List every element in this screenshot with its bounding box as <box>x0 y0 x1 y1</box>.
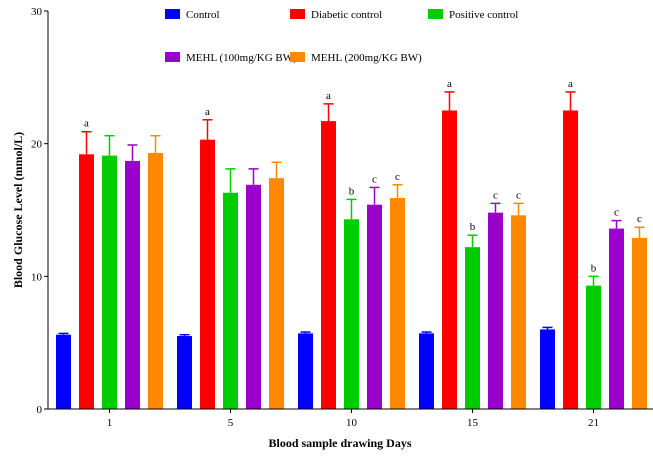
significance-label: c <box>516 189 521 201</box>
bar <box>488 212 503 409</box>
legend-label: Control <box>186 9 220 21</box>
y-tick-label: 0 <box>37 404 43 416</box>
bar <box>200 139 215 410</box>
bar <box>632 237 647 409</box>
bar <box>419 333 434 409</box>
legend-label: Diabetic control <box>311 9 382 21</box>
bar <box>465 247 480 409</box>
significance-label: a <box>447 78 452 90</box>
bar <box>586 285 601 409</box>
x-tick-label: 21 <box>588 417 599 429</box>
significance-label: b <box>591 262 597 274</box>
bar <box>442 110 457 409</box>
x-tick-label: 5 <box>228 417 234 429</box>
legend-swatch <box>165 52 180 62</box>
significance-label: a <box>84 118 89 130</box>
bar <box>367 204 382 409</box>
significance-label: a <box>205 106 210 118</box>
significance-label: c <box>372 173 377 185</box>
significance-label: a <box>568 78 573 90</box>
legend-label: MEHL (200mg/KG BW) <box>311 52 422 64</box>
y-tick-label: 20 <box>31 139 43 151</box>
bars: a a a b c c a b c c a b c c <box>56 78 647 410</box>
y-axis-title: Blood Glucose Level (mmol/L) <box>11 132 25 288</box>
significance-label: c <box>493 189 498 201</box>
bar <box>321 121 336 409</box>
significance-label: b <box>349 185 355 197</box>
x-tick-label: 15 <box>467 417 479 429</box>
bar <box>79 154 94 409</box>
bar <box>540 329 555 409</box>
bar <box>298 333 313 409</box>
legend-label: Positive control <box>449 9 518 21</box>
bar <box>344 219 359 409</box>
bar <box>511 215 526 409</box>
bar <box>148 152 163 409</box>
bar <box>56 334 71 409</box>
legend-swatch <box>290 52 305 62</box>
bar <box>125 160 140 409</box>
bar <box>246 184 261 409</box>
significance-label: b <box>470 221 476 233</box>
bar <box>563 110 578 409</box>
legend-swatch <box>165 9 180 19</box>
bar <box>223 192 238 409</box>
x-axis-title: Blood sample drawing Days <box>268 436 411 450</box>
legend: Control Diabetic control Positive control M… <box>165 9 518 64</box>
significance-label: c <box>395 171 400 183</box>
legend-swatch <box>428 9 443 19</box>
y-tick-label: 10 <box>31 271 43 283</box>
bar <box>177 336 192 409</box>
legend-label: MEHL (100mg/KG BW) <box>186 52 297 64</box>
legend-swatch <box>290 9 305 19</box>
x-tick-label: 10 <box>346 417 358 429</box>
bar <box>609 228 624 409</box>
bar <box>269 178 284 409</box>
x-tick-label: 1 <box>107 417 113 429</box>
bar <box>390 198 405 409</box>
y-tick-label: 30 <box>31 6 43 18</box>
bar <box>102 155 117 409</box>
significance-label: a <box>326 90 331 102</box>
significance-label: c <box>637 213 642 225</box>
significance-label: c <box>614 207 619 219</box>
